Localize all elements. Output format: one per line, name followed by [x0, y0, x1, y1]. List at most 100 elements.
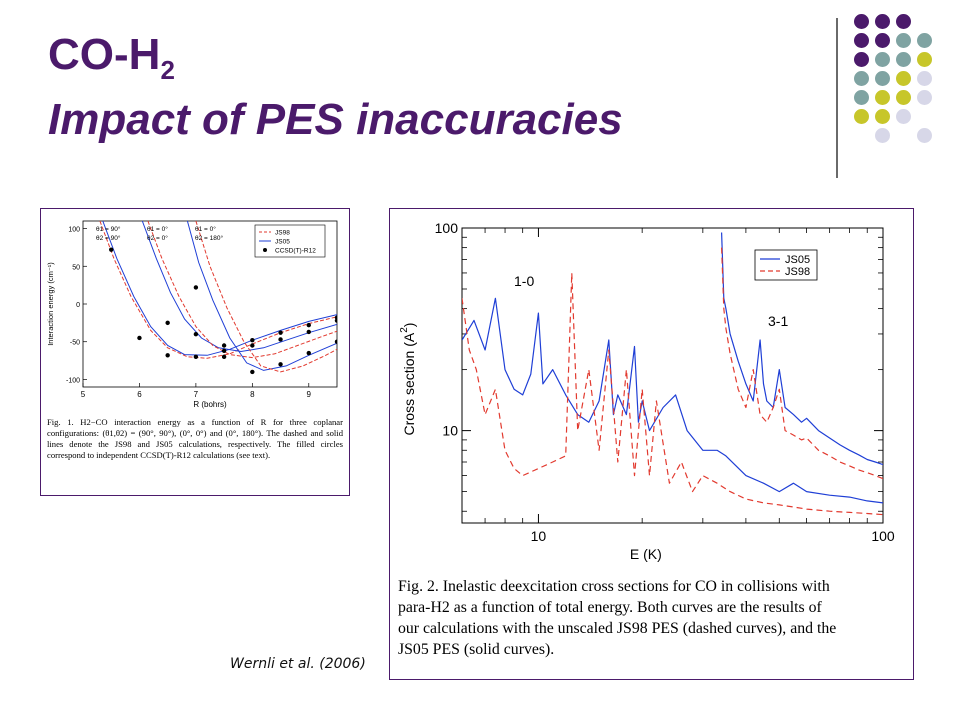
- decorative-dot: [854, 52, 869, 67]
- figure1-data-point: [193, 354, 199, 360]
- figure2-panel: 10 100 100 10 E (K) Cross section (A2) 1-0 3-1 J…: [389, 208, 914, 680]
- decorative-dot: [896, 52, 911, 67]
- figure1-y-tick-label: -100: [66, 377, 80, 384]
- figure2-chart: 10 100 100 10 E (K) Cross section (A2) 1-0 3-1 J…: [399, 220, 895, 562]
- figure1-data-point: [334, 315, 337, 320]
- figure2-legend-label: JS05: [785, 254, 810, 266]
- decorative-dot: [917, 128, 932, 143]
- figure1-legend-label: JS98: [275, 230, 290, 237]
- figure2-caption-line: JS05 PES (solid curves).: [398, 641, 555, 658]
- figure2-x-tick-label: 100: [871, 528, 895, 544]
- figure2-series-line: [721, 247, 883, 480]
- decorative-dot: [854, 14, 869, 29]
- figure1-series-line: [195, 221, 337, 373]
- figure1-data-point: [221, 348, 227, 353]
- figure1-y-tick-label: 50: [72, 264, 80, 271]
- figure2-y-tick-label: 100: [435, 220, 459, 236]
- figure1-series-line: [147, 221, 337, 359]
- figure1-panel: 5 6 7 8 9 100 50 0 -50 -100 R (bohrs) Interaction e…: [40, 208, 350, 496]
- figure1-data-point: [306, 329, 311, 335]
- decorative-dot: [875, 52, 890, 67]
- slide-title: CO-H2 Impact of PES inaccuracies: [48, 30, 623, 145]
- title-subscript: 2: [160, 55, 175, 85]
- figure1-data-point: [334, 339, 337, 344]
- figure1-data-point: [193, 331, 199, 337]
- figure2-caption-line: our calculations with the unscaled JS98 …: [398, 620, 837, 637]
- figure1-data-point: [165, 320, 170, 326]
- figure1-caption: Fig. 1. H2−CO interaction energy as a fu…: [47, 417, 343, 460]
- figure1-config-label: θ2 = 0°: [147, 234, 168, 242]
- decorative-dot: [896, 14, 911, 29]
- figure2-legend-box: [754, 249, 818, 281]
- decorative-dot: [875, 33, 890, 48]
- figure1-y-tick-label: 0: [76, 302, 80, 309]
- figure1-data-point: [278, 337, 283, 342]
- figure1-data-point: [221, 354, 227, 360]
- figure2-caption-line: Fig. 2. Inelastic deexcitation cross sec…: [398, 578, 830, 595]
- figure1-legend-label: CCSD(T)-R12: [275, 248, 316, 255]
- figure1-data-point: [221, 343, 227, 348]
- figure2-x-axis-label: E (K): [630, 546, 662, 562]
- figure1-y-axis-label: Interaction energy (cm⁻¹): [46, 262, 55, 346]
- figure1-config-label: θ1 = 90°: [96, 225, 121, 233]
- figure2-caption: Fig. 2. Inelastic deexcitation cross sec…: [398, 576, 902, 660]
- figure1-data-point: [165, 353, 170, 358]
- figure1-data-point: [278, 330, 283, 335]
- decorative-dot: [917, 71, 932, 86]
- figure1-series-line: [186, 221, 337, 371]
- title-line2: Impact of PES inaccuracies: [48, 95, 623, 144]
- figure1-data-point: [250, 369, 255, 375]
- figure1-x-tick-label: 6: [137, 390, 142, 399]
- title-main: CO-H: [48, 30, 161, 79]
- decorative-dot: [917, 52, 932, 67]
- decorative-dot: [896, 90, 911, 105]
- decorative-dot: [854, 33, 869, 48]
- figure1-data-point: [109, 247, 114, 252]
- figure1-config-label: θ2 = 90°: [96, 234, 121, 242]
- figure2-series-line: [721, 232, 883, 466]
- decorative-dot: [917, 90, 932, 105]
- figure2-y-tick-label: 10: [442, 423, 458, 439]
- figure1-legend-label: JS05: [275, 239, 290, 246]
- figure1-x-tick-label: 8: [250, 390, 255, 399]
- figure1-y-tick-label: 100: [68, 227, 80, 234]
- figure1-x-tick-label: 5: [81, 390, 86, 399]
- decorative-dot: [875, 90, 890, 105]
- decorative-dot: [854, 71, 869, 86]
- figure2-series-line: [462, 272, 883, 516]
- figure1-series-group: [99, 221, 337, 375]
- decorative-dot: [896, 109, 911, 124]
- figure1-data-point: [306, 322, 311, 328]
- decorative-dot: [896, 71, 911, 86]
- figure1-data-point: [250, 343, 255, 348]
- decorative-divider: [836, 18, 838, 178]
- figure1-config-label: θ2 = 180°: [195, 234, 223, 242]
- figure2-series-group: [462, 232, 883, 516]
- figure1-x-tick-label: 9: [307, 390, 312, 399]
- figure1-config-label: θ1 = 0°: [195, 225, 216, 233]
- figure1-data-point: [193, 285, 199, 290]
- figure2-legend-label: JS98: [785, 266, 810, 278]
- figure2-caption-line: para-H2 as a function of total energy. B…: [398, 599, 822, 616]
- citation-credit: Wernli et al. (2006): [230, 656, 366, 672]
- decorative-dot: [875, 128, 890, 143]
- decorative-dot: [875, 14, 890, 29]
- figure1-x-axis-label: R (bohrs): [193, 400, 227, 409]
- decorative-dot: [917, 33, 932, 48]
- figure1-y-tick-label: -50: [70, 340, 80, 347]
- figure2-x-tick-label: 10: [531, 528, 547, 544]
- figure2-series-line: [462, 297, 883, 504]
- figure1-legend-swatch: [263, 248, 267, 252]
- decorative-dot: [896, 33, 911, 48]
- figure1-data-point: [250, 338, 255, 343]
- figure1-data-point: [137, 335, 142, 341]
- figure1-x-tick-label: 7: [194, 390, 199, 399]
- figure2-annotation: 1-0: [514, 273, 534, 289]
- figure2-plot-frame: [461, 227, 884, 524]
- decorative-dot: [854, 109, 869, 124]
- decorative-dot: [854, 90, 869, 105]
- figure1-data-point: [306, 350, 311, 356]
- figure1-chart: 5 6 7 8 9 100 50 0 -50 -100 R (bohrs) Interaction e…: [46, 220, 338, 409]
- figure1-data-point: [278, 362, 283, 367]
- decorative-dot: [875, 71, 890, 86]
